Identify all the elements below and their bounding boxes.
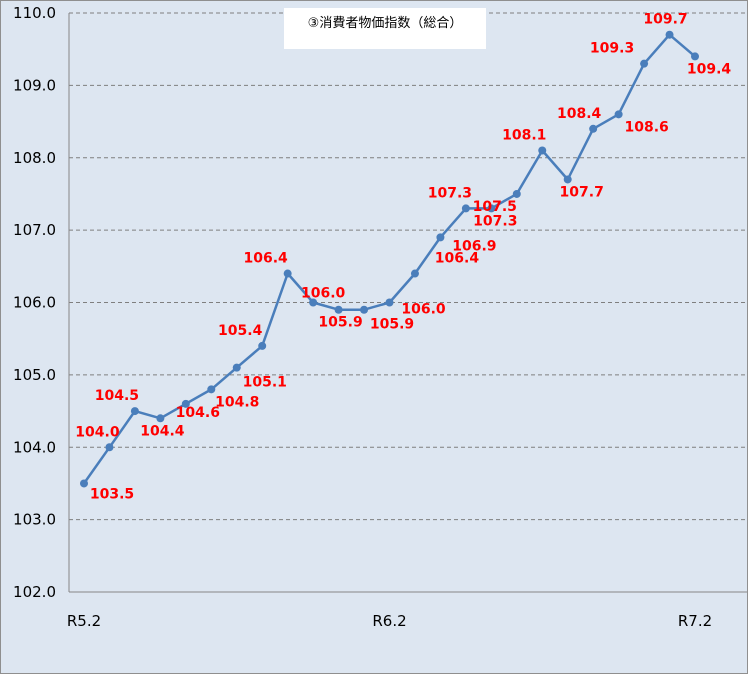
y-tick-label: 105.0: [13, 366, 56, 384]
data-point: [487, 204, 496, 213]
data-label: 107.3: [428, 185, 472, 201]
data-point: [309, 298, 318, 307]
x-tick-label: R6.2: [372, 612, 406, 630]
data-point: [258, 341, 267, 350]
data-label: 108.6: [624, 119, 668, 135]
data-label: 106.0: [301, 286, 346, 302]
data-label: 109.7: [643, 12, 687, 28]
data-point: [436, 233, 445, 242]
data-label: 106.9: [452, 238, 496, 254]
y-tick-label: 107.0: [13, 221, 56, 239]
data-point: [461, 204, 470, 213]
data-point: [80, 479, 88, 488]
data-point: [665, 30, 674, 39]
data-point: [181, 399, 190, 408]
data-point: [563, 175, 572, 184]
y-tick-label: 103.0: [13, 511, 56, 529]
data-label: 105.9: [318, 315, 362, 331]
data-label: 104.4: [140, 423, 185, 439]
y-tick-label: 109.0: [13, 76, 56, 94]
y-tick-label: 104.0: [13, 438, 56, 456]
y-tick-label: 110.0: [13, 4, 56, 22]
axes: [68, 13, 747, 593]
data-label: 108.1: [502, 128, 546, 144]
x-tick-label: R7.2: [678, 612, 712, 630]
chart-title: ③消費者物価指数（総合）: [308, 16, 463, 31]
data-point: [691, 52, 699, 61]
gridlines: [69, 12, 747, 521]
data-label: 103.5: [90, 486, 134, 502]
chart-title-background: [284, 8, 486, 49]
x-tick-labels: R5.2 R6.2 R7.2: [67, 612, 712, 630]
data-point: [410, 269, 419, 278]
y-tick-label: 108.0: [13, 149, 56, 167]
data-label: 105.1: [243, 375, 287, 391]
data-label: 104.5: [95, 388, 139, 404]
data-label: 105.9: [370, 317, 414, 333]
y-tick-label: 102.0: [13, 583, 56, 601]
data-point: [614, 110, 623, 119]
data-point: [232, 363, 241, 372]
y-tick-labels: 102.0 103.0 104.0 105.0 106.0 107.0 108.0 109.0…: [13, 4, 56, 601]
series-points: [80, 30, 699, 488]
data-label: 109.4: [687, 61, 732, 77]
data-label: 107.3: [473, 213, 517, 229]
data-label: 105.4: [218, 323, 263, 339]
data-label: 106.0: [401, 302, 446, 318]
data-label: 104.6: [176, 405, 220, 421]
data-point: [334, 305, 343, 314]
data-label: 108.4: [557, 106, 602, 122]
data-label: 106.4: [244, 251, 289, 267]
data-point: [360, 305, 369, 314]
data-point: [538, 146, 547, 155]
data-point: [640, 59, 649, 68]
data-point: [207, 385, 216, 394]
data-label: 104.0: [75, 424, 120, 440]
x-tick-label: R5.2: [67, 612, 101, 630]
data-point: [589, 124, 598, 133]
data-label: 106.4: [435, 251, 480, 267]
data-label: 104.8: [215, 394, 259, 410]
data-point: [130, 407, 139, 416]
data-label: 107.7: [560, 184, 604, 200]
data-point: [156, 414, 165, 423]
data-point: [283, 269, 292, 278]
data-label: 109.3: [590, 41, 634, 57]
y-tick-label: 106.0: [13, 294, 56, 312]
data-point: [512, 189, 521, 198]
data-label: 107.5: [473, 199, 517, 215]
chart-title-box: ③消費者物価指数（総合）: [284, 8, 486, 49]
data-point: [105, 443, 114, 452]
data-point: [385, 298, 394, 307]
